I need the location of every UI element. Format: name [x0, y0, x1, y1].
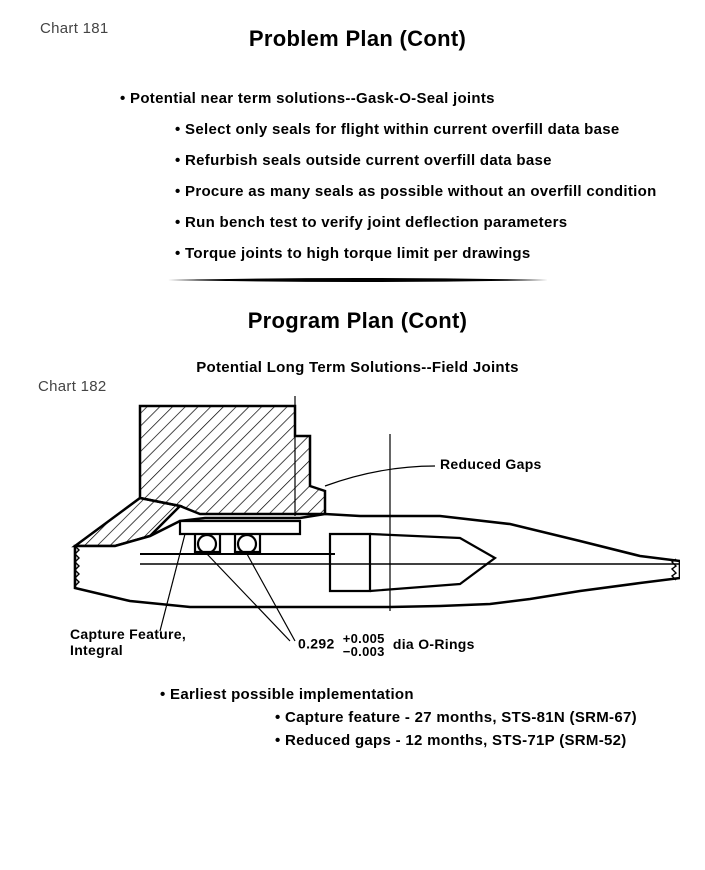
chart182-bottom-sub: Reduced gaps - 12 months, STS-71P (SRM-5…: [275, 732, 675, 749]
oring-suffix: dia O-Rings: [393, 636, 475, 652]
chart181-title: Problem Plan (Cont): [40, 26, 675, 52]
label-capture-line2: Integral: [70, 642, 123, 658]
chart181-sub-bullet: Torque joints to high torque limit per d…: [175, 245, 675, 262]
chart181-sub-bullet: Run bench test to verify joint deflectio…: [175, 214, 675, 231]
chart182-bottom-bullets: Earliest possible implementation Capture…: [160, 686, 675, 749]
label-capture-line1: Capture Feature,: [70, 626, 186, 642]
section-divider: [168, 276, 548, 284]
label-reduced-gaps: Reduced Gaps: [440, 456, 542, 472]
chart181-sub-bullet: Refurbish seals outside current overfill…: [175, 152, 675, 169]
chart182-bottom-sub: Capture feature - 27 months, STS-81N (SR…: [275, 709, 675, 726]
chart181-sub-bullet: Select only seals for flight within curr…: [175, 121, 675, 138]
chart182-subtitle: Potential Long Term Solutions--Field Joi…: [40, 359, 675, 376]
oring-tol-minus: −0.003: [343, 645, 385, 658]
oring-value: 0.292: [298, 636, 335, 652]
field-joint-diagram: Reduced Gaps Capture Feature, Integral 0…: [40, 386, 675, 676]
page-container: Chart 181 Problem Plan (Cont) Potential …: [0, 0, 705, 870]
chart181-sub-bullet: Procure as many seals as possible withou…: [175, 183, 675, 200]
chart182-bottom-top: Earliest possible implementation: [160, 686, 675, 703]
chart181-top-bullet: Potential near term solutions--Gask-O-Se…: [120, 90, 675, 107]
chart181-bullets: Potential near term solutions--Gask-O-Se…: [120, 90, 675, 262]
chart181-label: Chart 181: [40, 20, 109, 37]
label-capture-feature: Capture Feature, Integral: [70, 626, 186, 658]
chart182-title: Program Plan (Cont): [40, 308, 675, 334]
oring-dimension: 0.292 +0.005 −0.003 dia O-Rings: [298, 632, 475, 658]
